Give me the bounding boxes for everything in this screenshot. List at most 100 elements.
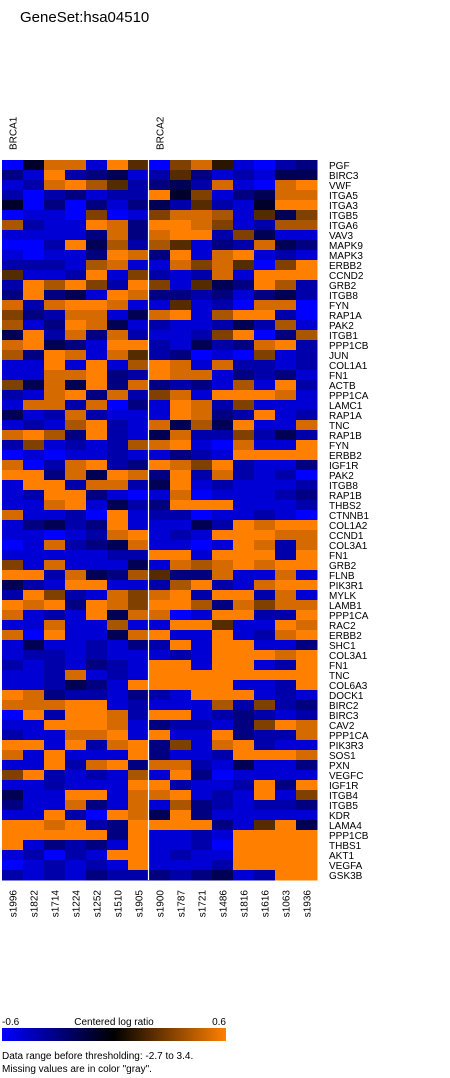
heatmap-cell xyxy=(296,650,318,661)
heatmap-cell xyxy=(254,270,276,281)
heatmap-cell xyxy=(86,860,108,871)
heatmap-cell xyxy=(275,680,297,691)
heatmap-cell xyxy=(233,350,255,361)
heatmap-cell xyxy=(149,860,171,871)
heatmap-cell xyxy=(128,730,150,741)
heatmap-cell xyxy=(170,320,192,331)
heatmap-cell xyxy=(170,840,192,851)
heatmap-cell xyxy=(107,860,129,871)
heatmap-cell xyxy=(65,850,87,861)
heatmap-cell xyxy=(296,800,318,811)
heatmap-cell xyxy=(212,700,234,711)
heatmap-cell xyxy=(233,340,255,351)
heatmap-cell xyxy=(254,520,276,531)
heatmap-cell xyxy=(2,230,24,241)
heatmap-cell xyxy=(296,430,318,441)
heatmap-cell xyxy=(191,680,213,691)
heatmap-cell xyxy=(170,420,192,431)
gene-label: COL1A2 xyxy=(329,521,368,532)
heatmap-cell xyxy=(275,610,297,621)
heatmap-cell xyxy=(212,750,234,761)
heatmap-cell xyxy=(23,270,45,281)
heatmap-cell xyxy=(65,360,87,371)
heatmap-cell xyxy=(254,440,276,451)
heatmap-cell xyxy=(65,320,87,331)
heatmap-cell xyxy=(191,630,213,641)
heatmap-cell xyxy=(23,350,45,361)
heatmap-cell xyxy=(44,860,66,871)
heatmap-cell xyxy=(212,860,234,871)
heatmap-cell xyxy=(65,680,87,691)
heatmap-cell xyxy=(233,470,255,481)
heatmap-cell xyxy=(2,630,24,641)
heatmap-cell xyxy=(44,330,66,341)
heatmap-cell xyxy=(86,840,108,851)
heatmap-cell xyxy=(128,690,150,701)
gene-label: VEGFC xyxy=(329,771,363,782)
heatmap-cell xyxy=(23,290,45,301)
heatmap-cell xyxy=(275,700,297,711)
heatmap-cell xyxy=(149,510,171,521)
heatmap-cell xyxy=(128,180,150,191)
heatmap-cell xyxy=(128,160,150,171)
heatmap-cell xyxy=(296,700,318,711)
heatmap-cell xyxy=(233,680,255,691)
heatmap-cell xyxy=(170,500,192,511)
heatmap-cell xyxy=(254,160,276,171)
heatmap-cell xyxy=(23,730,45,741)
heatmap-cell xyxy=(296,420,318,431)
heatmap-cell xyxy=(254,690,276,701)
heatmap-cell xyxy=(254,280,276,291)
heatmap-cell xyxy=(23,590,45,601)
gene-label: ITGB5 xyxy=(329,801,358,812)
heatmap-cell xyxy=(107,840,129,851)
heatmap-cell xyxy=(233,180,255,191)
heatmap-cell xyxy=(233,520,255,531)
heatmap-cell xyxy=(296,530,318,541)
heatmap-cell xyxy=(212,790,234,801)
heatmap-cell xyxy=(44,760,66,771)
heatmap-cell xyxy=(212,630,234,641)
heatmap-cell xyxy=(23,860,45,871)
heatmap-cell xyxy=(65,510,87,521)
heatmap-cell xyxy=(23,390,45,401)
heatmap-cell xyxy=(233,860,255,871)
heatmap-cell xyxy=(65,610,87,621)
heatmap-cell xyxy=(44,790,66,801)
heatmap-cell xyxy=(275,450,297,461)
heatmap-cell xyxy=(149,400,171,411)
heatmap-cell xyxy=(275,770,297,781)
heatmap-cell xyxy=(170,700,192,711)
heatmap-cell xyxy=(149,200,171,211)
heatmap-cell xyxy=(254,560,276,571)
heatmap-cell xyxy=(170,760,192,771)
heatmap-cell xyxy=(254,450,276,461)
heatmap-cell xyxy=(128,310,150,321)
heatmap-cell xyxy=(191,750,213,761)
heatmap-cell xyxy=(2,220,24,231)
heatmap-cell xyxy=(149,840,171,851)
gene-label: TNC xyxy=(329,671,350,682)
heatmap-cell xyxy=(128,430,150,441)
heatmap-cell xyxy=(149,320,171,331)
heatmap-cell xyxy=(44,240,66,251)
heatmap-cell xyxy=(65,370,87,381)
heatmap-cell xyxy=(65,290,87,301)
heatmap-cell xyxy=(107,190,129,201)
gene-label: THBS2 xyxy=(329,501,362,512)
heatmap-cell xyxy=(2,600,24,611)
heatmap-cell xyxy=(23,670,45,681)
heatmap-cell xyxy=(86,560,108,571)
heatmap-cell xyxy=(170,590,192,601)
heatmap-cell xyxy=(233,650,255,661)
gene-label: BIRC3 xyxy=(329,171,359,182)
heatmap-cell xyxy=(107,250,129,261)
heatmap-cell xyxy=(44,820,66,831)
heatmap-cell xyxy=(296,790,318,801)
heatmap-cell xyxy=(233,870,255,881)
heatmap-cell xyxy=(2,860,24,871)
heatmap-cell xyxy=(212,300,234,311)
heatmap-cell xyxy=(65,400,87,411)
heatmap-cell xyxy=(296,340,318,351)
heatmap-cell xyxy=(275,810,297,821)
